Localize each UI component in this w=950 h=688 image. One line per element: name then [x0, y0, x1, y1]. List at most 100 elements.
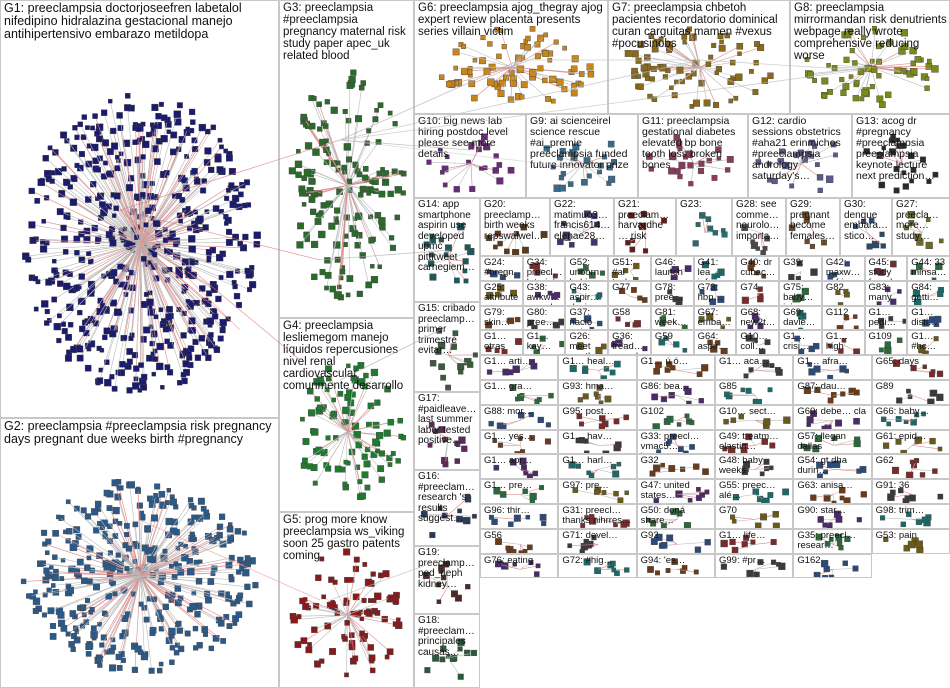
small-group-11[interactable]: G25: attribute success medici… [480, 280, 523, 306]
small-group-22[interactable]: G79: skin… [480, 305, 523, 331]
small-group-84[interactable]: G90: star… [793, 504, 872, 529]
small-group-69[interactable]: G1… harl… [558, 454, 637, 480]
small-group-60[interactable]: G60: debe… cla [793, 404, 872, 430]
small-group-0[interactable]: G24: #pregn… #cardi… #preec… [480, 256, 523, 281]
group-g19[interactable]: G19: preeclamp… ped_neph kidney… [414, 546, 480, 614]
small-group-94[interactable]: G94: 'es… [636, 553, 715, 579]
small-group-25[interactable]: G58 [608, 305, 651, 331]
group-g8[interactable]: G8: preeclampsia mirrormandan risk denut… [790, 0, 950, 114]
small-group-78[interactable]: G63: anisa… [793, 479, 872, 504]
small-group-34[interactable]: G1… kay… [522, 330, 566, 356]
small-group-73[interactable]: G62 [871, 454, 950, 480]
small-group-90[interactable]: G35: preecl… resear… [793, 528, 872, 554]
small-group-47[interactable]: G1… aca… [715, 355, 794, 380]
small-group-48[interactable]: G1… afra… [793, 355, 872, 380]
small-group-81[interactable]: G31: preecl… thanks nihrres… [558, 504, 637, 529]
small-group-57[interactable]: G95: post… [558, 404, 637, 430]
small-group-51[interactable]: G93: hma… [558, 380, 637, 405]
group-g5[interactable]: G5: prog more know preeclampsia ws_vikin… [279, 512, 414, 688]
small-group-61[interactable]: G66: baby… [871, 404, 950, 430]
small-group-15[interactable]: G78: pree… [650, 280, 694, 306]
small-group-52[interactable]: G86: bea… [636, 380, 715, 405]
small-group-87[interactable]: G71: devel… [558, 528, 637, 554]
group-g10[interactable]: G10: big news lab hiring postdoc level p… [414, 114, 526, 198]
small-group-5[interactable]: G41: lea inform… [693, 256, 737, 281]
small-group-96[interactable]: G162 [793, 553, 872, 579]
small-group-67[interactable]: G61: epid… [871, 429, 950, 455]
small-group-89[interactable]: G1… life… [715, 528, 794, 554]
small-group-95[interactable]: G99: #pr… [715, 553, 794, 579]
small-group-4[interactable]: G46: launch ventur… [650, 256, 694, 281]
small-group-88[interactable]: G92 [636, 528, 715, 554]
small-group-68[interactable]: G1… apr… [480, 454, 559, 480]
group-g20[interactable]: G20: preeclamp… birth weeks repswalwel… [480, 198, 550, 256]
group-g22[interactable]: G22: matimuo3… francis614… elenae28… [550, 198, 614, 256]
small-group-93[interactable]: G72: #hig… [558, 553, 637, 579]
small-group-32[interactable]: G1… disti… [907, 305, 950, 331]
small-group-9[interactable]: G45: study found… [864, 256, 908, 281]
small-group-16[interactable]: G73: hbp… [693, 280, 737, 306]
small-group-28[interactable]: G68: new2t… [736, 305, 780, 331]
small-group-43[interactable]: G1… #hc… [907, 330, 950, 356]
small-group-86[interactable]: G56 [480, 528, 559, 554]
group-g29[interactable]: G29: pregnant become females… [786, 198, 840, 256]
small-group-17[interactable]: G74 [736, 280, 780, 306]
small-group-54[interactable]: G87: dau… [793, 380, 872, 405]
group-g14[interactable]: G14: app smartphone aspirin use develope… [414, 198, 480, 302]
small-group-49[interactable]: G65: days [871, 355, 950, 380]
small-group-72[interactable]: G54: gt dha durin… [793, 454, 872, 480]
small-group-6[interactable]: G40: dr cubac… espec… [736, 256, 780, 281]
small-group-1[interactable]: G34: preecl… latarjet vienn… [522, 256, 566, 281]
small-group-38[interactable]: G64: aspir… [693, 330, 737, 356]
small-group-7[interactable]: G39: [779, 256, 822, 281]
small-group-50[interactable]: G1… gra… [480, 380, 559, 405]
small-group-74[interactable]: G1… pre… [480, 479, 559, 504]
group-g7[interactable]: G7: preeclampsia chbetoh pacientes recor… [608, 0, 790, 114]
small-group-37[interactable]: G59 [650, 330, 694, 356]
small-group-36[interactable]: G36: tread… preecl… [608, 330, 651, 356]
group-g3[interactable]: G3: preeclampsia #preeclampsia pregnancy… [279, 0, 414, 318]
small-group-24[interactable]: G37: nació toda… [565, 305, 609, 331]
group-g27[interactable]: G27: preecla… more… study… [892, 198, 950, 256]
small-group-71[interactable]: G48: baby weeks [715, 454, 794, 480]
group-g13[interactable]: G13: acog dr #pregnancy #preeclampsia pr… [852, 114, 950, 198]
group-g9[interactable]: G9: ai scienceirel science rescue #ai_pr… [526, 114, 638, 198]
group-g21[interactable]: G21: preeclam… harvardhe… risk [614, 198, 676, 256]
small-group-45[interactable]: G1… heal… [558, 355, 637, 380]
small-group-18[interactable]: G75: baby… join… [779, 280, 822, 306]
small-group-12[interactable]: G38: awkw… preecl… [522, 280, 566, 306]
group-g16[interactable]: G16: #preeclam… research 's results sugg… [414, 470, 480, 546]
group-g11[interactable]: G11: preeclampsia gestational diabetes e… [638, 114, 748, 198]
small-group-14[interactable]: G77 [608, 280, 651, 306]
small-group-29[interactable]: G69: davie… [779, 305, 822, 331]
small-group-30[interactable]: G112 [821, 305, 865, 331]
small-group-77[interactable]: G55: preec… alé… [715, 479, 794, 504]
group-g17[interactable]: G17: #paidleave… last summer labor teste… [414, 392, 480, 470]
small-group-58[interactable]: G102 [636, 404, 715, 430]
small-group-92[interactable]: G76: eating [480, 553, 559, 579]
small-group-10[interactable]: G44: 33 minsa… [907, 256, 950, 281]
small-group-44[interactable]: G1… arti… [480, 355, 559, 380]
small-group-63[interactable]: G1… hav… [558, 429, 637, 455]
small-group-2[interactable]: G52: unborn babie… [565, 256, 609, 281]
small-group-70[interactable]: G32 [636, 454, 715, 480]
group-g6[interactable]: G6: preeclampsia ajog_thegray ajog exper… [414, 0, 608, 114]
small-group-46[interactable]: G1… ú ó… [636, 355, 715, 380]
small-group-40[interactable]: G1… crisi… [779, 330, 822, 356]
small-group-13[interactable]: G43: aspir… dosi… [565, 280, 609, 306]
small-group-41[interactable]: G1… high [821, 330, 865, 356]
small-group-42[interactable]: G109 [864, 330, 908, 356]
group-g4[interactable]: G4: preeclampsia lesliemegom manejo líqu… [279, 318, 414, 512]
small-group-79[interactable]: G91: 36 [871, 479, 950, 504]
group-g28[interactable]: G28: see comme… neurolo… importa… [732, 198, 786, 256]
small-group-66[interactable]: G57: llegan dallas [793, 429, 872, 455]
small-group-83[interactable]: G70 [715, 504, 794, 529]
small-group-64[interactable]: G33: preecl… vmac5… having… [636, 429, 715, 455]
small-group-55[interactable]: G89 [871, 380, 950, 405]
small-group-91[interactable]: G53: pain [871, 528, 950, 554]
small-group-75[interactable]: G97: pre… [558, 479, 637, 504]
small-group-56[interactable]: G88: mor… [480, 404, 559, 430]
small-group-21[interactable]: G84: getti… [907, 280, 950, 306]
small-group-26[interactable]: G81: week… [650, 305, 694, 331]
small-group-8[interactable]: G42: maxw… asfrie… [821, 256, 865, 281]
